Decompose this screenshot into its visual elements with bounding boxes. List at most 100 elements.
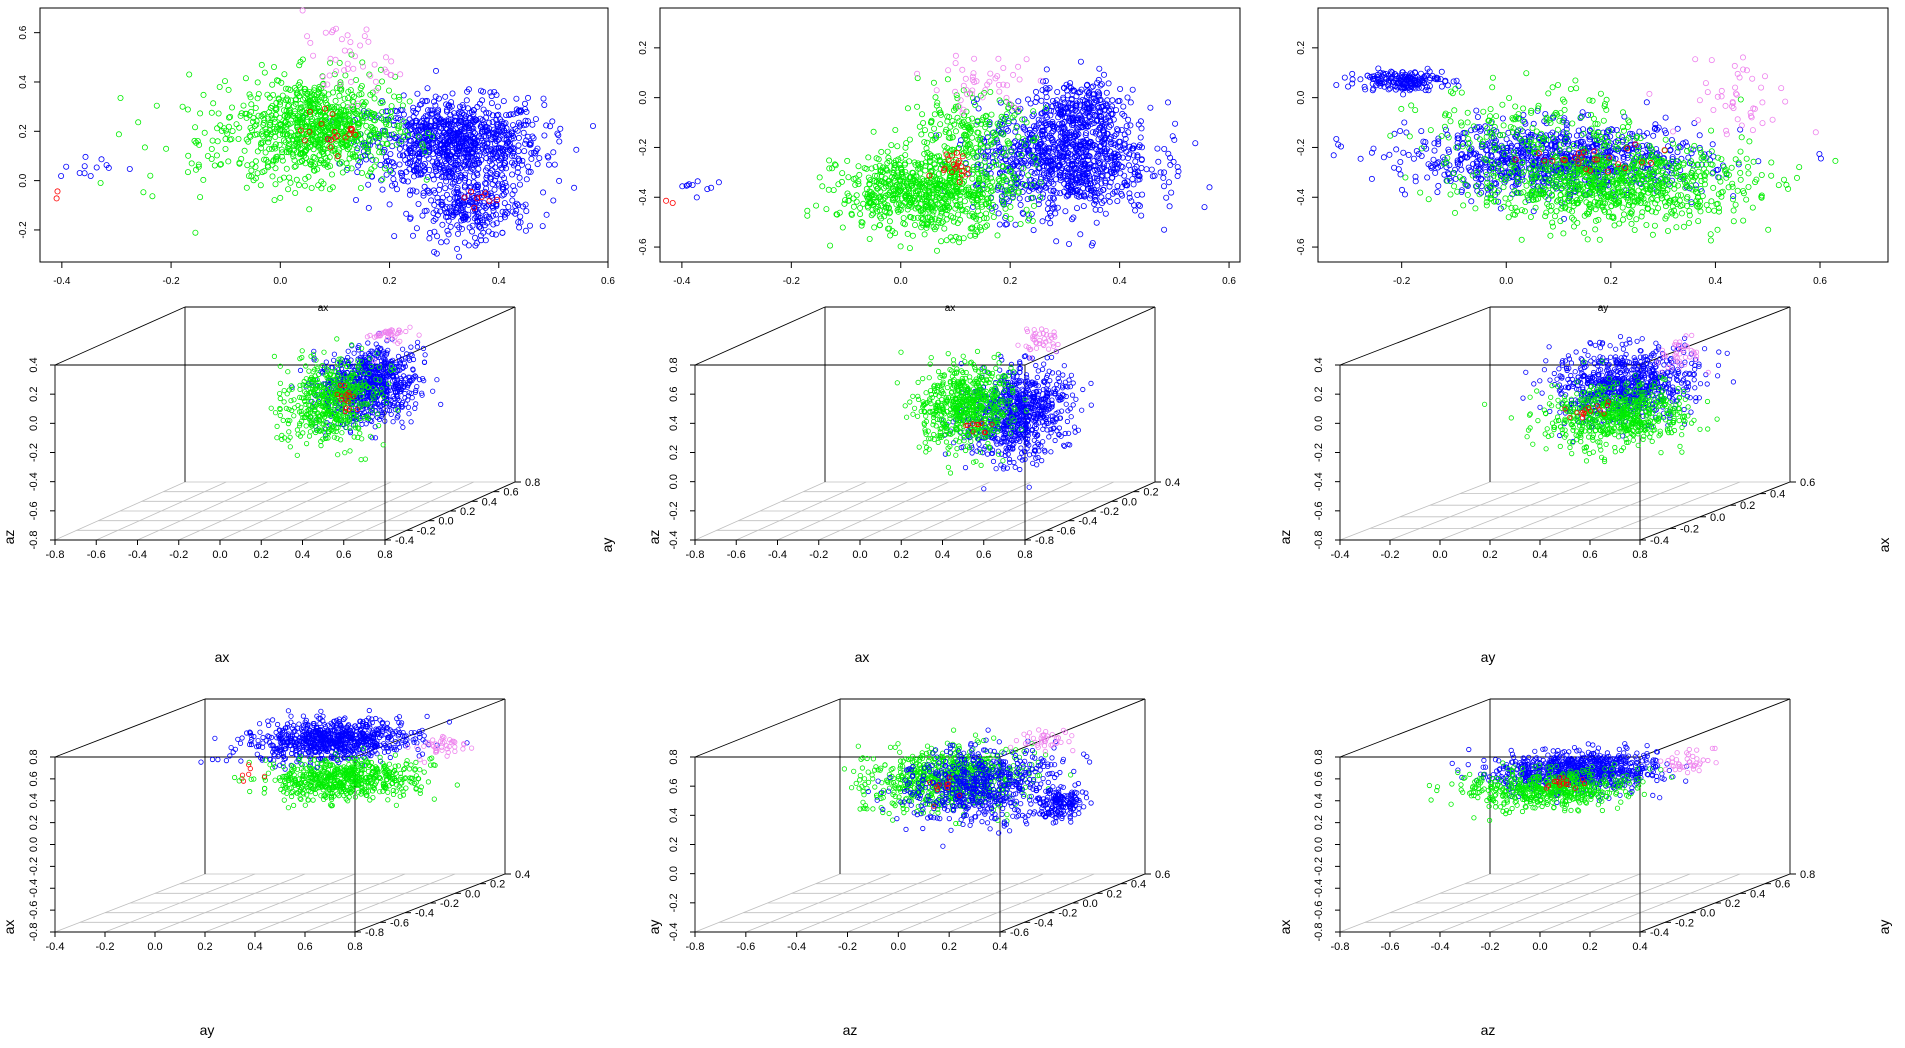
data-point-green xyxy=(358,169,365,176)
data-point-green xyxy=(270,64,277,71)
data-point-green xyxy=(969,175,976,182)
data-point-green xyxy=(184,106,191,113)
x-tick-label: 0.2 xyxy=(1604,276,1618,287)
x-tick-label: 0.0 xyxy=(1499,276,1513,287)
data-point-blue xyxy=(494,122,501,129)
data-point-blue xyxy=(1161,226,1168,233)
data-point-green xyxy=(897,243,904,250)
data-point-green xyxy=(249,118,256,125)
data-point-green xyxy=(186,71,193,78)
data-point-violet xyxy=(970,70,977,77)
data-point-blue xyxy=(354,169,361,176)
data-point-green xyxy=(902,152,909,159)
data-point-blue xyxy=(491,126,498,133)
data-point-blue xyxy=(419,97,426,104)
data-point-blue xyxy=(1691,120,1698,127)
data-point-blue xyxy=(525,163,532,170)
data-point-green xyxy=(283,165,290,172)
data-point-red xyxy=(669,199,676,206)
data-point-blue xyxy=(445,169,452,176)
data-point-blue xyxy=(63,163,70,170)
data-point-green xyxy=(285,186,292,193)
data-point-blue xyxy=(498,146,505,153)
data-point-green xyxy=(936,170,943,177)
data-point-blue xyxy=(368,173,375,180)
data-point-blue xyxy=(1160,174,1167,181)
y-tick-label: -0.4 xyxy=(1296,188,1307,206)
data-point-blue xyxy=(1143,166,1150,173)
data-point-blue xyxy=(509,171,516,178)
data-point-blue xyxy=(437,164,444,171)
data-point-violet xyxy=(338,36,345,43)
data-point-blue xyxy=(573,146,580,153)
data-point-blue xyxy=(87,172,94,179)
data-point-blue xyxy=(449,90,456,97)
data-point-blue xyxy=(571,184,578,191)
data-point-blue xyxy=(421,164,428,171)
data-point-blue xyxy=(1052,210,1059,217)
data-point-blue xyxy=(522,117,529,124)
data-point-blue xyxy=(365,204,372,211)
data-point-blue xyxy=(460,104,467,111)
data-point-green xyxy=(819,183,826,190)
data-point-blue xyxy=(529,133,536,140)
x-tick-label: 0.6 xyxy=(1222,276,1236,287)
data-point-blue xyxy=(463,97,470,104)
data-point-blue xyxy=(126,165,133,172)
data-point-green xyxy=(222,145,229,152)
data-point-green xyxy=(855,163,862,170)
data-point-blue xyxy=(1357,155,1364,162)
data-point-green xyxy=(909,232,916,239)
data-point-violet xyxy=(945,67,952,74)
data-point-blue xyxy=(494,153,501,160)
data-point-green xyxy=(918,131,925,138)
data-point-blue xyxy=(1110,116,1117,123)
data-point-blue xyxy=(393,186,400,193)
data-point-green xyxy=(225,86,232,93)
data-point-blue xyxy=(417,170,424,177)
data-point-green xyxy=(257,145,264,152)
data-point-blue xyxy=(1435,182,1442,189)
data-point-blue xyxy=(426,235,433,242)
data-point-blue xyxy=(1124,94,1131,101)
data-point-blue xyxy=(1192,140,1199,147)
data-point-blue xyxy=(399,176,406,183)
data-point-blue xyxy=(465,242,472,249)
data-point-blue xyxy=(457,172,464,179)
data-point-green xyxy=(988,111,995,118)
data-point-blue xyxy=(1643,99,1650,106)
data-point-green xyxy=(140,189,147,196)
data-point-green xyxy=(1007,215,1014,222)
data-point-blue xyxy=(1473,107,1480,114)
data-point-green xyxy=(894,143,901,150)
data-point-blue xyxy=(547,123,554,130)
data-point-green xyxy=(311,154,318,161)
data-point-violet xyxy=(347,78,354,85)
data-point-blue xyxy=(1139,191,1146,198)
data-point-violet xyxy=(304,33,311,40)
data-point-blue xyxy=(422,166,429,173)
data-point-blue xyxy=(1033,88,1040,95)
data-point-blue xyxy=(403,210,410,217)
data-point-blue xyxy=(485,110,492,117)
data-point-violet xyxy=(996,88,1003,95)
data-point-violet xyxy=(363,26,370,33)
data-point-violet xyxy=(347,39,354,46)
data-point-green xyxy=(276,141,283,148)
data-point-blue xyxy=(1102,210,1109,217)
data-point-green xyxy=(184,169,191,176)
data-point-green xyxy=(342,72,349,79)
y-tick-label: 0.2 xyxy=(18,124,29,138)
data-point-blue xyxy=(1817,155,1824,162)
data-point-blue xyxy=(1380,154,1387,161)
data-point-blue xyxy=(436,186,443,193)
data-point-green xyxy=(920,120,927,127)
data-point-green xyxy=(271,197,278,204)
data-point-green xyxy=(192,124,199,131)
y-tick-label: 0.0 xyxy=(1296,90,1307,104)
data-point-blue xyxy=(415,158,422,165)
data-point-blue xyxy=(464,153,471,160)
data-point-blue xyxy=(541,102,548,109)
data-point-blue xyxy=(516,123,523,130)
data-point-green xyxy=(904,105,911,112)
